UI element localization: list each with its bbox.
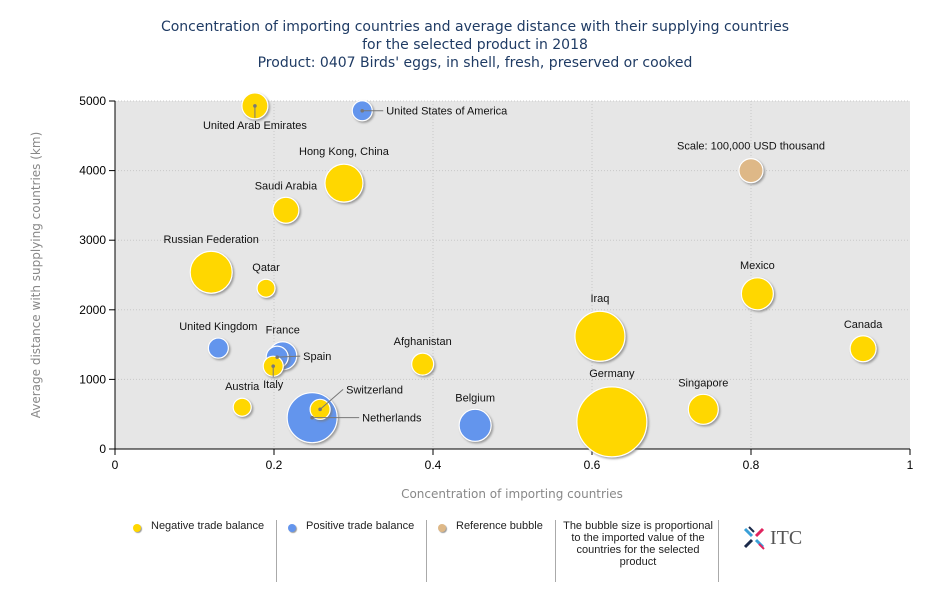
bubble-label: Russian Federation (163, 234, 258, 246)
leader-dot (271, 364, 276, 368)
bubble-label: Mexico (740, 260, 775, 272)
bubble-label: Switzerland (346, 384, 403, 396)
bubble-germany[interactable] (576, 386, 648, 458)
y-tick-label: 2000 (79, 303, 106, 317)
bubble-hong-kong-china[interactable] (324, 163, 364, 203)
title-line-3: Product: 0407 Birds' eggs, in shell, fre… (257, 55, 693, 71)
negative-dot-icon (133, 524, 141, 532)
bubble-label: Afghanistan (394, 336, 452, 348)
reference-dot-icon (438, 524, 446, 532)
reference-label: Scale: 100,000 USD thousand (677, 141, 825, 153)
legend-divider (426, 520, 427, 582)
itc-logo-icon (743, 526, 765, 550)
axes: 0 0.2 0.4 0.6 0.8 1 0 1000 2000 3000 4000 5000 (79, 94, 913, 472)
bubble-label: Qatar (252, 262, 280, 274)
itc-logo: ITC (742, 526, 802, 550)
bubble-mexico[interactable] (740, 277, 774, 311)
bubble-united-kingdom[interactable] (207, 337, 229, 359)
y-tick-label: 1000 (79, 372, 106, 386)
bubble-austria[interactable] (232, 397, 252, 417)
y-axis-label: Average distance with supplying countrie… (29, 132, 43, 419)
x-axis-label: Concentration of importing countries (401, 487, 623, 501)
legend-item-positive: Positive trade balance (288, 520, 414, 582)
leader-line (277, 355, 301, 358)
bubble-chart: 0 0.2 0.4 0.6 0.8 1 0 1000 2000 3000 4000 5000 Unit… (29, 92, 914, 501)
x-tick-label: 0.8 (743, 458, 760, 472)
leader-dot (318, 407, 322, 412)
leader-dot (310, 415, 314, 420)
bubble-qatar[interactable] (256, 278, 276, 298)
legend-divider (555, 520, 556, 582)
bubble-label: Canada (844, 319, 883, 331)
bubble-label: Hong Kong, China (299, 146, 390, 158)
title-line-1: Concentration of importing countries and… (160, 19, 790, 35)
bubble-labels: United Arab Emirates United States of Ame… (163, 104, 883, 425)
bubble-label: Italy (263, 379, 284, 391)
plot-area (115, 101, 910, 449)
y-tick-label: 4000 (79, 164, 106, 178)
bubble-belgium[interactable] (458, 408, 492, 442)
bubble-label: Belgium (455, 392, 495, 404)
legend-divider (718, 520, 719, 582)
x-tick-label: 0.4 (425, 458, 442, 472)
bubble-label: France (266, 325, 300, 337)
bubble-label: Saudi Arabia (255, 180, 318, 192)
bubble-label: Germany (589, 368, 635, 380)
bubble-russian-federation[interactable] (189, 250, 233, 294)
reference-bubble (738, 158, 764, 184)
bubbles (189, 92, 877, 458)
legend-divider (276, 520, 277, 582)
legend-label-positive: Positive trade balance (306, 520, 415, 532)
x-tick-label: 0.2 (266, 458, 283, 472)
title-line-2: for the selected product in 2018 (362, 37, 588, 53)
bubble-saudi-arabia[interactable] (272, 196, 300, 224)
positive-dot-icon (288, 524, 296, 532)
legend-label-negative: Negative trade balance (151, 520, 265, 532)
x-tick-label: 0.6 (584, 458, 601, 472)
bubble-singapore[interactable] (687, 393, 719, 425)
x-tick-label: 1 (907, 458, 914, 472)
legend-item-negative: Negative trade balance (133, 520, 264, 582)
legend-label-reference: Reference bubble (456, 520, 543, 532)
bubble-label: United States of America (386, 106, 508, 118)
bubble-label: Austria (225, 381, 260, 393)
legend-item-reference: Reference bubble (438, 520, 543, 582)
bubble-canada[interactable] (849, 335, 877, 363)
y-tick-label: 5000 (79, 94, 106, 108)
bubble-label: Singapore (678, 377, 728, 389)
bubble-label: United Arab Emirates (203, 120, 307, 132)
y-tick-label: 3000 (79, 233, 106, 247)
x-tick-label: 0 (112, 458, 119, 472)
bubble-size-note: The bubble size is proportional to the i… (563, 520, 713, 568)
bubble-iraq[interactable] (574, 310, 626, 362)
itc-logo-text: ITC (770, 526, 803, 549)
legend: Negative trade balance Positive trade ba… (0, 520, 950, 582)
y-tick-label: 0 (99, 442, 106, 456)
chart-title: Concentration of importing countries and… (0, 18, 950, 72)
bubble-label: United Kingdom (179, 321, 257, 333)
leader-dot (360, 108, 365, 113)
bubble-label: Iraq (590, 293, 609, 305)
bubble-label: Netherlands (362, 413, 422, 425)
leader-dot (253, 104, 257, 108)
leader-line (319, 388, 344, 410)
bubble-label: Spain (303, 351, 331, 363)
bubble-afghanistan[interactable] (411, 352, 435, 376)
leader-dot (275, 355, 279, 359)
